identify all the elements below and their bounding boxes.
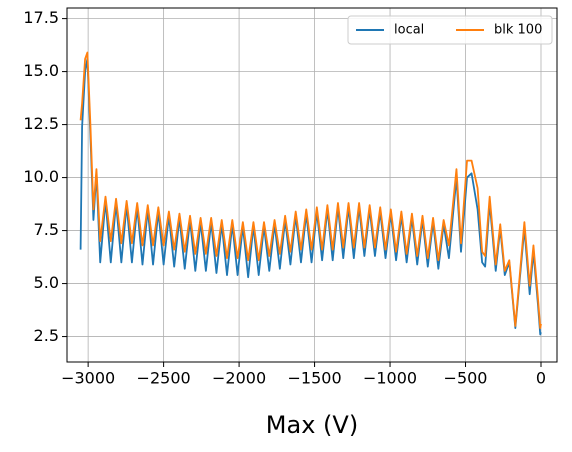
x-tick-label: −3000 (61, 369, 115, 388)
legend-box (347, 15, 553, 45)
plot-frame (66, 7, 558, 363)
legend-label: local (394, 23, 424, 38)
y-tick-label: 17.5 (23, 8, 59, 27)
x-tick-label: −1000 (363, 369, 417, 388)
y-tick-label: 12.5 (23, 114, 59, 133)
legend: local blk 100 (347, 15, 553, 45)
x-tick-label: −2000 (212, 369, 266, 388)
line-series (79, 51, 542, 329)
y-tick-label: 7.5 (34, 220, 59, 239)
line-series (79, 57, 542, 336)
x-tick-label: 0 (536, 369, 546, 388)
x-axis-label: Max (V) (266, 411, 358, 439)
y-tick-label: 15.0 (23, 61, 59, 80)
y-tick-label: 10.0 (23, 167, 59, 186)
x-tick-label: −500 (444, 369, 488, 388)
x-tick-label: −1500 (288, 369, 342, 388)
x-tick-label: −2500 (137, 369, 191, 388)
y-tick-label: 2.5 (34, 326, 59, 345)
legend-label: blk 100 (494, 23, 542, 38)
y-tick-label: 5.0 (34, 273, 59, 292)
